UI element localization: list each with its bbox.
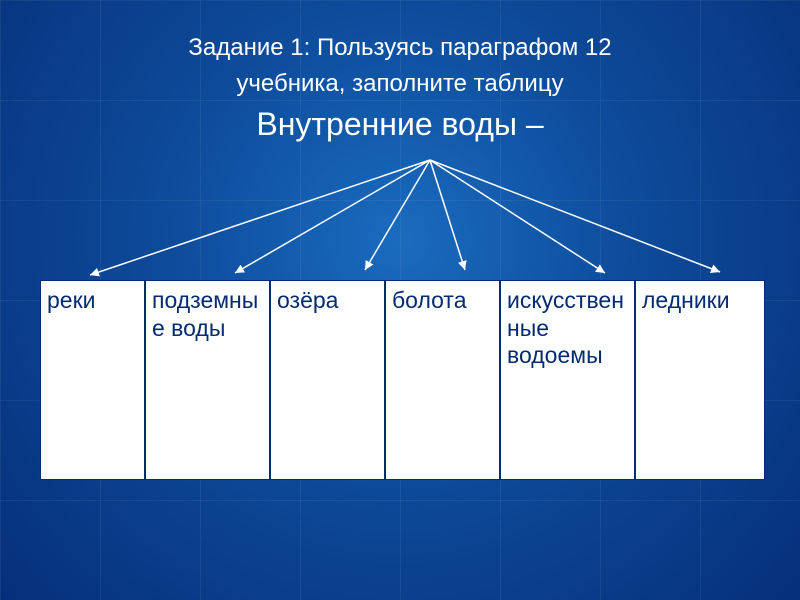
cell-rivers: реки — [40, 280, 145, 480]
title-line-1: Задание 1: Пользуясь параграфом 12 — [0, 30, 800, 66]
arrow-1 — [235, 160, 430, 273]
cell-swamps: болота — [385, 280, 500, 480]
slide: Задание 1: Пользуясь параграфом 12 учебн… — [0, 0, 800, 600]
cell-artificial: искусственные водоемы — [500, 280, 635, 480]
title-block: Задание 1: Пользуясь параграфом 12 учебн… — [0, 30, 800, 143]
arrows-svg — [50, 150, 750, 280]
arrow-0 — [90, 160, 430, 275]
arrow-group — [90, 160, 720, 275]
arrow-3 — [430, 160, 465, 270]
title-line-2: учебника, заполните таблицу — [0, 66, 800, 102]
cell-groundwater: подземные воды — [145, 280, 270, 480]
arrow-4 — [430, 160, 605, 273]
waters-table: реки подземные воды озёра болота искусст… — [40, 280, 765, 480]
table-row: реки подземные воды озёра болота искусст… — [40, 280, 765, 480]
title-main: Внутренние воды – — [0, 106, 800, 143]
cell-glaciers: ледники — [635, 280, 765, 480]
cell-lakes: озёра — [270, 280, 385, 480]
arrow-2 — [365, 160, 430, 270]
arrow-5 — [430, 160, 720, 272]
